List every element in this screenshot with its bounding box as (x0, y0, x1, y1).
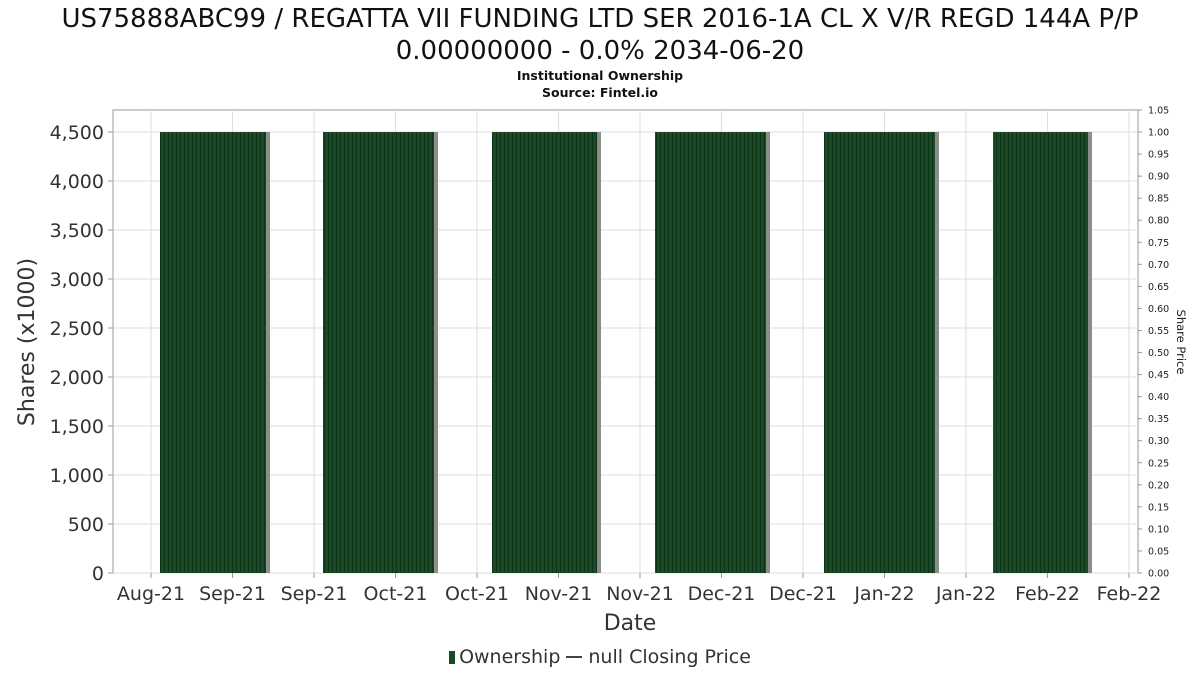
plot-area (112, 109, 1139, 574)
x-tick-label: Dec-21 (688, 583, 756, 605)
ownership-bar[interactable] (492, 132, 601, 574)
legend-item-price[interactable]: null Closing Price (560, 646, 751, 668)
y2-tick-label: 0.15 (1148, 502, 1169, 513)
x-tick-label: Jan-22 (853, 583, 914, 605)
y2-tick-label: 0.85 (1148, 194, 1169, 205)
x-tick-label: Dec-21 (769, 583, 837, 605)
ownership-bar-edge (597, 132, 601, 574)
y-tick-label: 4,000 (50, 171, 104, 193)
y-tick-label: 2,500 (50, 318, 104, 340)
y2-tick-label: 0.30 (1148, 436, 1169, 447)
y2-tick-label: 0.60 (1148, 304, 1169, 315)
y2-tick-label: 0.35 (1148, 414, 1169, 425)
y2-tick-label: 1.00 (1148, 128, 1169, 139)
y-tick-label: 3,000 (50, 269, 104, 291)
legend-price-swatch (566, 656, 583, 658)
y-tick-label: 1,500 (50, 416, 104, 438)
chart-subtitle: Institutional Ownership (516, 68, 684, 83)
legend-ownership-swatch (449, 650, 456, 664)
ownership-bar[interactable] (323, 132, 438, 574)
ownership-bar-edge (935, 132, 939, 574)
ownership-bar[interactable] (655, 132, 770, 574)
legend-item-ownership[interactable]: Ownership (449, 646, 560, 668)
chart-source: Source: Fintel.io (542, 85, 658, 100)
ownership-bar[interactable] (160, 132, 270, 574)
chart-legend: Ownership null Closing Price (0, 646, 1200, 668)
ownership-bar-edge (1088, 132, 1092, 574)
y2-tick-label: 0.80 (1148, 216, 1169, 227)
x-tick-label: Nov-21 (525, 583, 593, 605)
x-tick-label: Feb-22 (1015, 583, 1080, 605)
ownership-bar[interactable] (824, 132, 939, 574)
y2-tick-label: 0.95 (1148, 150, 1169, 161)
x-tick-label: Feb-22 (1097, 583, 1162, 605)
y2-tick-label: 0.75 (1148, 238, 1169, 249)
chart-title-line-2: 0.00000000 - 0.0% 2034-06-20 (395, 36, 805, 66)
x-tick-label: Aug-21 (117, 583, 185, 605)
chart-title-line-1: US75888ABC99 / REGATTA VII FUNDING LTD S… (61, 4, 1139, 34)
y2-tick-label: 0.45 (1148, 370, 1169, 381)
x-tick-label: Jan-22 (935, 583, 996, 605)
y2-tick-label: 0.00 (1148, 569, 1169, 580)
y-tick-label: 4,500 (50, 122, 104, 144)
ownership-bar[interactable] (993, 132, 1092, 574)
y2-tick-label: 0.05 (1148, 546, 1169, 557)
legend-ownership-label: Ownership (459, 646, 561, 668)
x-tick-label: Sep-21 (281, 583, 348, 605)
y2-tick-label: 0.20 (1148, 480, 1169, 491)
y-axis-title: Shares (x1000) (15, 258, 40, 426)
y-tick-label: 2,000 (50, 367, 104, 389)
y2-tick-label: 1.05 (1148, 106, 1169, 117)
y2-tick-label: 0.65 (1148, 282, 1169, 293)
y2-tick-label: 0.40 (1148, 392, 1169, 403)
y2-tick-label: 0.10 (1148, 524, 1169, 535)
ownership-bar-edge (266, 132, 270, 574)
x-axis-title: Date (604, 611, 657, 636)
y-tick-label: 0 (92, 563, 104, 585)
y2-tick-label: 0.90 (1148, 172, 1169, 183)
x-tick-label: Oct-21 (364, 583, 428, 605)
y2-tick-label: 0.25 (1148, 458, 1169, 469)
x-tick-label: Sep-21 (199, 583, 266, 605)
ownership-bar-edge (766, 132, 770, 574)
y-tick-label: 1,000 (50, 465, 104, 487)
y2-tick-label: 0.55 (1148, 326, 1169, 337)
y2-axis-title: Share Price (1174, 310, 1188, 375)
x-tick-label: Oct-21 (445, 583, 509, 605)
x-tick-label: Nov-21 (606, 583, 674, 605)
y-tick-label: 500 (68, 514, 104, 536)
y-tick-label: 3,500 (50, 220, 104, 242)
legend-price-label: null Closing Price (588, 646, 751, 668)
y2-tick-label: 0.50 (1148, 348, 1169, 359)
ownership-bar-edge (434, 132, 438, 574)
y2-tick-label: 0.70 (1148, 260, 1169, 271)
